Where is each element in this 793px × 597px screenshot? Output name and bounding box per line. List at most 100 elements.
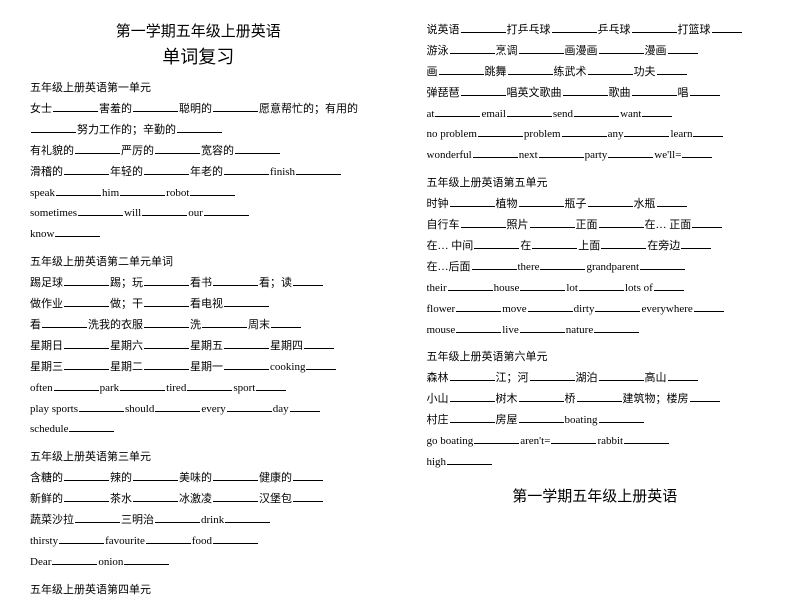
blank	[577, 389, 622, 402]
word: 高山	[645, 372, 667, 384]
blank	[133, 468, 178, 481]
word: live	[502, 324, 519, 336]
blank	[120, 378, 165, 391]
word: house	[494, 282, 520, 294]
word: food	[192, 535, 212, 547]
word: mouse	[427, 324, 456, 336]
worksheet-page: 第一学期五年级上册英语 单词复习 五年级上册英语第一单元 女士害羞的聪明的愿意帮…	[0, 0, 793, 560]
word: 在… 正面	[645, 219, 692, 231]
unit1-line: 滑稽的年轻的年老的finish	[30, 162, 367, 183]
unit3-line: 蔬菜沙拉三明治drink	[30, 510, 367, 531]
blank	[478, 124, 523, 137]
word: go boating	[427, 435, 474, 447]
word: 烹调	[496, 45, 518, 57]
blank	[461, 215, 506, 228]
unit2-line: 星期日星期六星期五星期四	[30, 336, 367, 357]
blank	[461, 20, 506, 33]
unit4-line: 画跳舞练武术功夫	[427, 62, 764, 83]
word: 唱英文歌曲	[507, 87, 562, 99]
word: finish	[270, 166, 295, 178]
unit4-line: 弹琵琶唱英文歌曲歌曲唱	[427, 83, 764, 104]
blank	[213, 99, 258, 112]
blank	[155, 141, 200, 154]
blank	[224, 357, 269, 370]
unit3-line: 含糖的辣的美味的健康的	[30, 468, 367, 489]
blank	[519, 389, 564, 402]
word: 做；干	[110, 298, 143, 310]
blank	[144, 294, 189, 307]
word: play sports	[30, 403, 78, 415]
word: often	[30, 382, 53, 394]
unit2-line: 做作业做；干看电视	[30, 294, 367, 315]
blank	[64, 294, 109, 307]
blank	[202, 315, 247, 328]
blank	[59, 531, 104, 544]
word: boating	[565, 414, 598, 426]
blank	[213, 531, 258, 544]
unit5-line: 时钟植物瓶子水瓶	[427, 194, 764, 215]
word: 功夫	[634, 66, 656, 78]
blank	[632, 20, 677, 33]
blank	[293, 273, 323, 286]
blank	[64, 489, 109, 502]
word: problem	[524, 128, 561, 140]
blank	[450, 389, 495, 402]
word: 瓶子	[565, 198, 587, 210]
word: 打篮球	[678, 24, 711, 36]
word: drink	[201, 514, 224, 526]
blank	[235, 141, 280, 154]
blank	[692, 215, 722, 228]
word: know	[30, 228, 54, 240]
blank	[599, 410, 644, 423]
blank	[520, 278, 565, 291]
word: flower	[427, 303, 456, 315]
blank	[599, 215, 644, 228]
word: 星期五	[190, 340, 223, 352]
word: 严厉的	[121, 145, 154, 157]
word: favourite	[105, 535, 145, 547]
blank	[31, 120, 76, 133]
word: 踢；玩	[110, 277, 143, 289]
blank	[579, 278, 624, 291]
word: tired	[166, 382, 186, 394]
word: 植物	[496, 198, 518, 210]
blank	[473, 145, 518, 158]
blank	[53, 99, 98, 112]
word: 冰激凌	[179, 493, 212, 505]
unit4-heading-left: 五年级上册英语第四单元	[30, 581, 367, 597]
blank	[187, 378, 232, 391]
blank	[177, 120, 222, 133]
blank	[142, 203, 187, 216]
unit5-heading: 五年级上册英语第五单元	[427, 174, 764, 190]
blank	[530, 215, 575, 228]
blank	[144, 315, 189, 328]
main-title: 第一学期五年级上册英语	[30, 20, 367, 41]
word: Dear	[30, 556, 51, 568]
word: 看	[30, 319, 41, 331]
blank	[528, 299, 573, 312]
blank	[456, 320, 501, 333]
blank	[608, 145, 653, 158]
unit5-line: 在…后面theregrandparent	[427, 257, 764, 278]
word: nature	[566, 324, 593, 336]
word: 辣的	[110, 472, 132, 484]
word: 三明治	[121, 514, 154, 526]
word: send	[553, 108, 573, 120]
blank	[120, 183, 165, 196]
blank	[439, 62, 484, 75]
word: 建筑物；楼房	[623, 393, 689, 405]
word: 洗	[190, 319, 201, 331]
word: 踢足球	[30, 277, 63, 289]
blank	[574, 104, 619, 117]
unit2-line: 踢足球踢；玩看书看；读	[30, 273, 367, 294]
blank	[552, 20, 597, 33]
word: 愿意帮忙的；有用的	[259, 103, 358, 115]
blank	[52, 552, 97, 565]
footer-title: 第一学期五年级上册英语	[427, 485, 764, 506]
blank	[448, 278, 493, 291]
blank	[690, 83, 720, 96]
blank	[588, 62, 633, 75]
word: aren't	[520, 435, 544, 447]
blank	[271, 315, 301, 328]
blank	[540, 257, 585, 270]
